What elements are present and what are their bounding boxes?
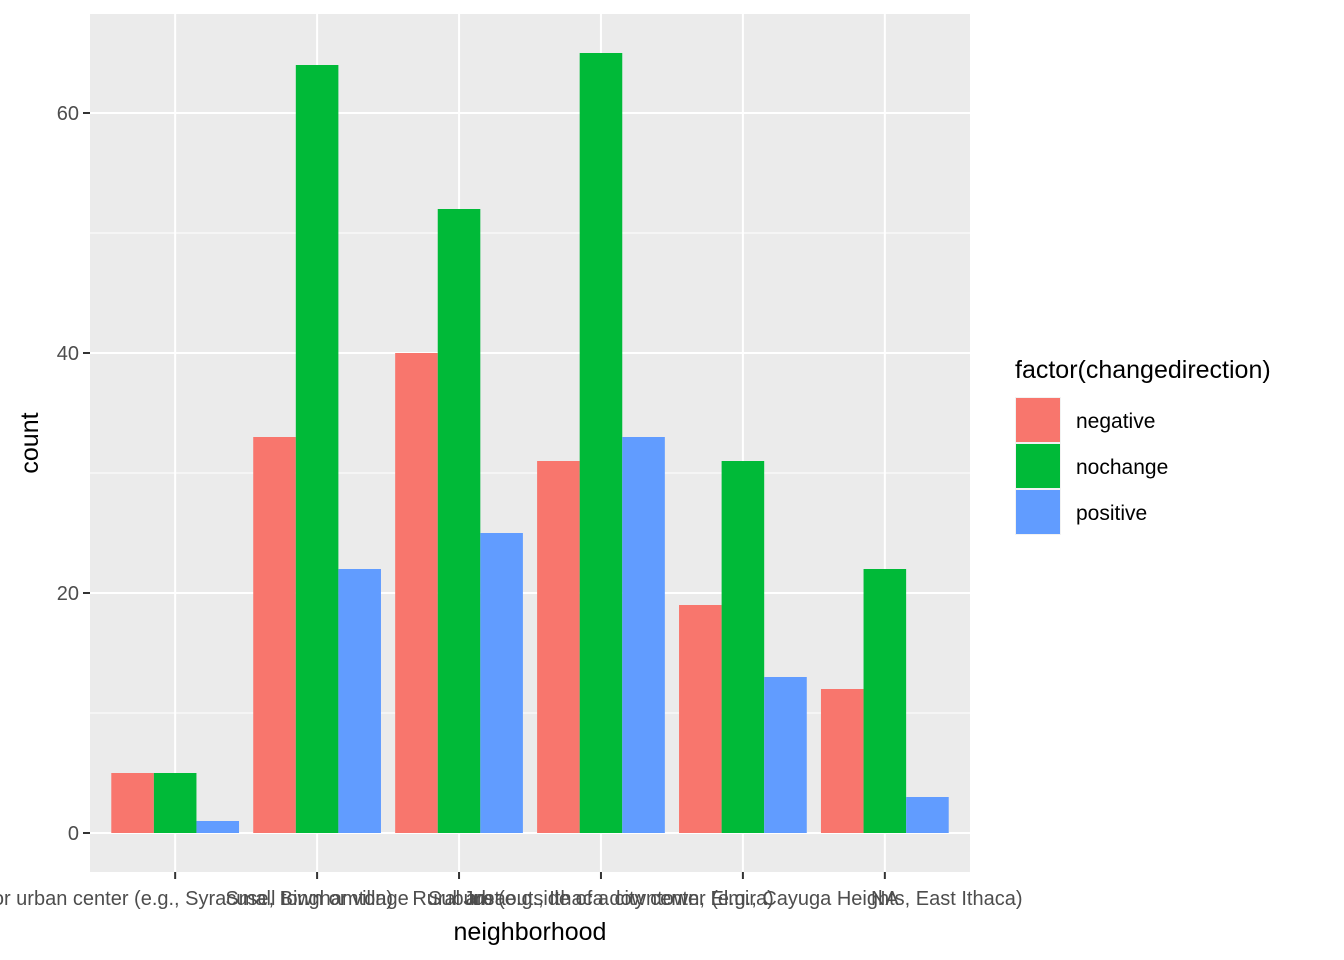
x-tick-label: Small town or village: [225, 888, 408, 910]
legend-label-nochange: nochange: [1076, 456, 1168, 479]
x-tick-label: Suburb (e.g., Ithaca downtown, Elmira): [428, 888, 774, 910]
legend-swatch-positive: [1016, 490, 1060, 534]
bar-negative-2: [395, 353, 438, 833]
x-axis-title: neighborhood: [454, 918, 607, 946]
legend-label-negative: negative: [1076, 410, 1155, 433]
bar-positive-2: [480, 533, 523, 833]
bar-positive-1: [338, 569, 381, 833]
x-tick-label: Rural area: [412, 888, 506, 910]
bar-negative-1: [253, 437, 296, 833]
bar-nochange-0: [153, 773, 197, 833]
bar-negative-4: [679, 605, 722, 833]
y-axis-title: count: [16, 412, 44, 473]
bar-nochange-2: [437, 209, 481, 833]
y-tick-label: 60: [57, 103, 79, 125]
bars: [111, 53, 949, 833]
x-tick-label: Just outside of a city center (e.g., Cay…: [463, 888, 1022, 910]
y-tick-label: 40: [57, 343, 79, 365]
bar-positive-4: [764, 677, 807, 833]
y-axis: 0 20 40 60: [57, 103, 90, 845]
x-tick-label: NA: [871, 888, 899, 910]
bar-positive-5: [906, 797, 949, 833]
bar-negative-3: [537, 461, 580, 833]
bar-nochange-4: [721, 461, 765, 833]
x-tick-label: city or urban center (e.g., Syracuse, Bi…: [0, 888, 393, 910]
bar-positive-0: [196, 821, 240, 833]
legend-title: factor(changedirection): [1015, 356, 1271, 384]
legend-swatch-negative: [1016, 398, 1060, 442]
bar-nochange-3: [579, 53, 623, 833]
y-tick-label: 20: [57, 583, 79, 605]
y-tick-label: 0: [68, 823, 79, 845]
x-axis: city or urban center (e.g., Syracuse, Bi…: [0, 872, 1022, 910]
legend-items: negative nochange positive: [1015, 397, 1168, 535]
bar-negative-0: [111, 773, 154, 833]
bar-nochange-1: [295, 65, 339, 833]
bar-positive-3: [622, 437, 665, 833]
bar-nochange-5: [863, 569, 907, 833]
legend-swatch-nochange: [1016, 444, 1060, 488]
legend: factor(changedirection) negative nochange…: [1015, 356, 1271, 535]
legend-label-positive: positive: [1076, 502, 1147, 525]
bar-negative-5: [820, 689, 864, 833]
